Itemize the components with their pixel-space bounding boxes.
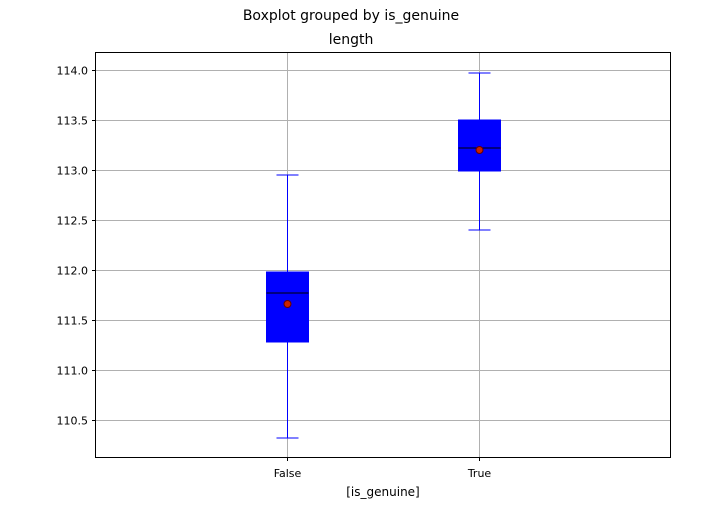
grid-layer: [96, 53, 670, 457]
axes-frame: [95, 52, 671, 458]
box-layer: [266, 72, 501, 439]
y-tick-label: 111.5: [57, 315, 89, 328]
y-tick-label: 111.0: [57, 365, 89, 378]
box-false: [266, 174, 309, 439]
chart-title: length: [328, 32, 374, 48]
y-tick-label: 112.0: [57, 265, 89, 278]
box-iqr: [458, 119, 501, 172]
x-axis-label: [is_genuine]: [346, 485, 419, 499]
y-tick-label: 110.5: [57, 415, 89, 428]
y-tick-label: 112.5: [57, 215, 89, 228]
mean-marker: [475, 146, 484, 154]
tick-layer: 110.5 111.0 111.5 112.0 112.5 113.0 113.5 114.0…: [57, 65, 492, 481]
box-true: [458, 72, 501, 231]
mean-marker: [283, 300, 292, 308]
x-tick-label: True: [467, 467, 492, 480]
y-tick-label: 113.5: [57, 115, 89, 128]
chart-suptitle: Boxplot grouped by is_genuine: [242, 8, 460, 24]
y-tick-label: 113.0: [57, 165, 89, 178]
y-tick-label: 114.0: [57, 65, 89, 78]
x-tick-label: False: [274, 467, 302, 480]
